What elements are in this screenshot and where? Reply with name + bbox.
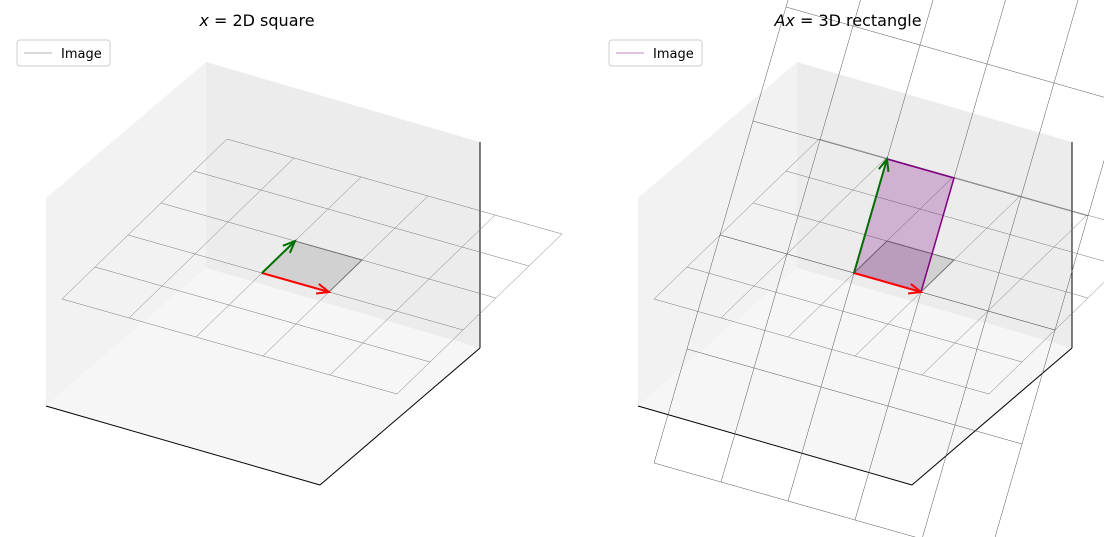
vector-Ae2-shaft (853, 158, 888, 274)
grid-line (686, 266, 1023, 363)
grid-line (653, 298, 990, 395)
legend: Image (608, 39, 703, 67)
image-grid-line (653, 0, 789, 464)
vector-e2-head (282, 239, 297, 254)
axis-y-edge (911, 347, 1073, 486)
grid-line (128, 157, 295, 319)
vector-Ae1-shaft (853, 272, 922, 293)
grid-line (193, 170, 530, 267)
image-grid-line (720, 0, 861, 483)
image-grid-line (922, 0, 1079, 537)
image-vectors (853, 156, 924, 295)
grid-line (921, 214, 1088, 376)
subplot-left: x = 2D square Image (16, 11, 563, 486)
grid-line (94, 266, 431, 363)
grid-line (329, 214, 496, 376)
image-grid-line (785, 6, 1104, 98)
grid-line (720, 157, 887, 319)
vector-e1-shaft (261, 272, 330, 293)
grid-line (785, 170, 1104, 262)
legend-frame (608, 39, 703, 67)
image-grid-line (653, 462, 916, 537)
vector-e2-shaft (261, 240, 296, 274)
axis-x-edge (45, 405, 321, 486)
grid-line (988, 282, 1104, 395)
grid-line (653, 138, 820, 300)
legend-label: Image (61, 47, 102, 62)
axis-x-edge (637, 405, 913, 486)
grid-line (61, 138, 228, 300)
basis-vectors (261, 239, 332, 295)
subplot-title: Ax = 3D rectangle (773, 11, 921, 30)
pane-floor (46, 268, 480, 485)
vector-e1-head (315, 283, 332, 295)
legend-frame (16, 39, 111, 67)
grid-line (61, 298, 398, 395)
legend-label: Image (653, 47, 694, 62)
grid-line (226, 138, 563, 235)
subplot-title: x = 2D square (198, 11, 314, 30)
axis-y-edge (319, 347, 481, 486)
pane-floor (638, 268, 1072, 485)
subplot-right: Ax = 3D rectangle Image (608, 0, 1104, 537)
pane-back-left (638, 62, 797, 406)
legend: Image (16, 39, 111, 67)
vector-Ae2-head (878, 156, 890, 173)
pane-back-left (46, 62, 206, 406)
image-grid-line (686, 348, 1023, 445)
image-grid-line (994, 159, 1104, 537)
vector-Ae1-head (907, 283, 924, 295)
grid-line (396, 233, 563, 395)
grid-line (818, 138, 1104, 221)
